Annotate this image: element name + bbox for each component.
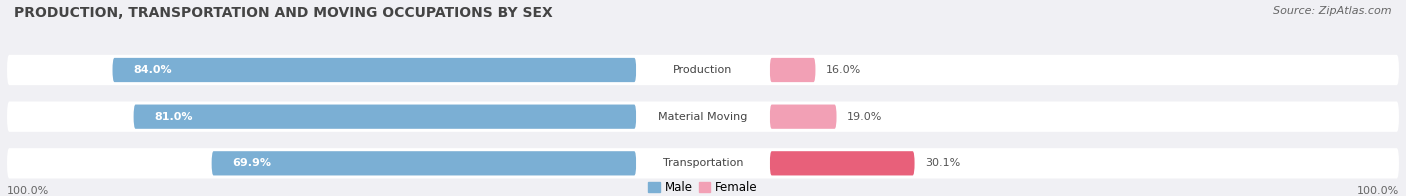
- Text: 19.0%: 19.0%: [846, 112, 883, 122]
- Text: 84.0%: 84.0%: [134, 65, 172, 75]
- Text: Source: ZipAtlas.com: Source: ZipAtlas.com: [1274, 6, 1392, 16]
- Text: 30.1%: 30.1%: [925, 158, 960, 168]
- FancyBboxPatch shape: [770, 104, 837, 129]
- Text: Transportation: Transportation: [662, 158, 744, 168]
- FancyBboxPatch shape: [7, 148, 1399, 179]
- FancyBboxPatch shape: [637, 107, 770, 126]
- Text: 100.0%: 100.0%: [7, 186, 49, 196]
- Text: 100.0%: 100.0%: [1357, 186, 1399, 196]
- Text: Production: Production: [673, 65, 733, 75]
- FancyBboxPatch shape: [637, 60, 770, 80]
- Text: 16.0%: 16.0%: [827, 65, 862, 75]
- FancyBboxPatch shape: [134, 104, 637, 129]
- FancyBboxPatch shape: [637, 153, 770, 173]
- Text: 69.9%: 69.9%: [232, 158, 271, 168]
- FancyBboxPatch shape: [112, 58, 637, 82]
- FancyBboxPatch shape: [7, 55, 1399, 85]
- Text: 81.0%: 81.0%: [155, 112, 193, 122]
- Legend: Male, Female: Male, Female: [648, 181, 758, 194]
- FancyBboxPatch shape: [211, 151, 637, 175]
- FancyBboxPatch shape: [770, 58, 815, 82]
- FancyBboxPatch shape: [7, 102, 1399, 132]
- Text: Material Moving: Material Moving: [658, 112, 748, 122]
- Text: PRODUCTION, TRANSPORTATION AND MOVING OCCUPATIONS BY SEX: PRODUCTION, TRANSPORTATION AND MOVING OC…: [14, 6, 553, 20]
- FancyBboxPatch shape: [770, 151, 914, 175]
